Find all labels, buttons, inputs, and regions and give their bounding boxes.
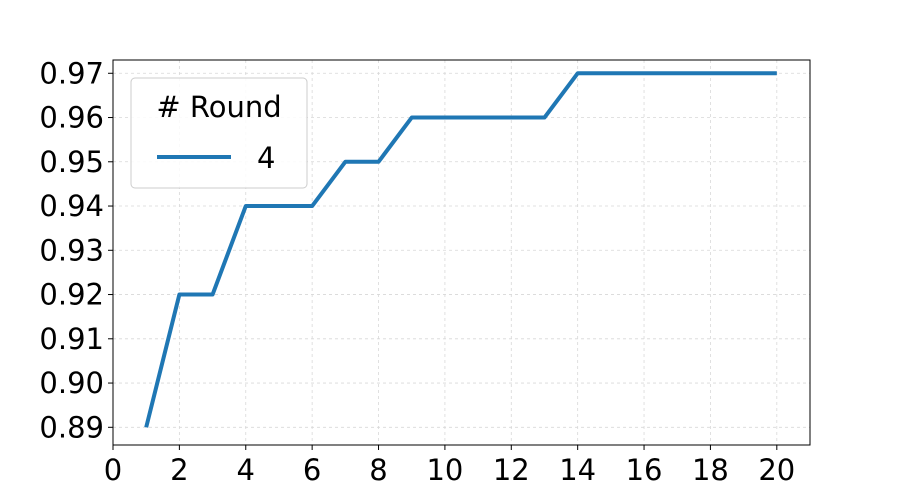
y-axis: 0.89 0.90 0.91 0.92 0.93 0.94 0.95 0.96 0.97	[39, 56, 113, 444]
plot-area-frame	[112, 59, 811, 446]
y-tick-label: 0.97	[39, 56, 104, 90]
legend-title: # Round	[156, 90, 281, 124]
x-tick-label: 20	[758, 453, 795, 487]
y-tick-label: 0.89	[39, 410, 104, 444]
x-axis: 0 2 4 6 8 10 12 14 16 18 20	[104, 445, 795, 487]
y-tick-label: 0.91	[39, 322, 104, 356]
x-tick-label: 0	[104, 453, 122, 487]
x-tick-label: 10	[426, 453, 463, 487]
y-tick-label: 0.93	[39, 233, 104, 267]
y-tick-label: 0.90	[39, 366, 104, 400]
x-tick-label: 8	[369, 453, 387, 487]
x-tick-label: 14	[559, 453, 596, 487]
x-tick-label: 6	[303, 453, 321, 487]
y-tick-label: 0.92	[39, 278, 104, 312]
series-line-4	[144, 71, 777, 428]
x-tick-label: 2	[170, 453, 188, 487]
legend-box	[130, 77, 308, 189]
y-tick-label: 0.95	[39, 145, 104, 179]
x-tick-label: 16	[626, 453, 663, 487]
x-tick-label: 12	[493, 453, 530, 487]
x-tick-label: 4	[237, 453, 255, 487]
legend-label-series-4: 4	[257, 141, 275, 175]
y-tick-label: 0.94	[39, 189, 104, 223]
legend: # Round 4	[130, 77, 308, 189]
x-tick-label: 18	[692, 453, 729, 487]
series-lines	[144, 71, 777, 428]
y-tick-label: 0.96	[39, 101, 104, 135]
